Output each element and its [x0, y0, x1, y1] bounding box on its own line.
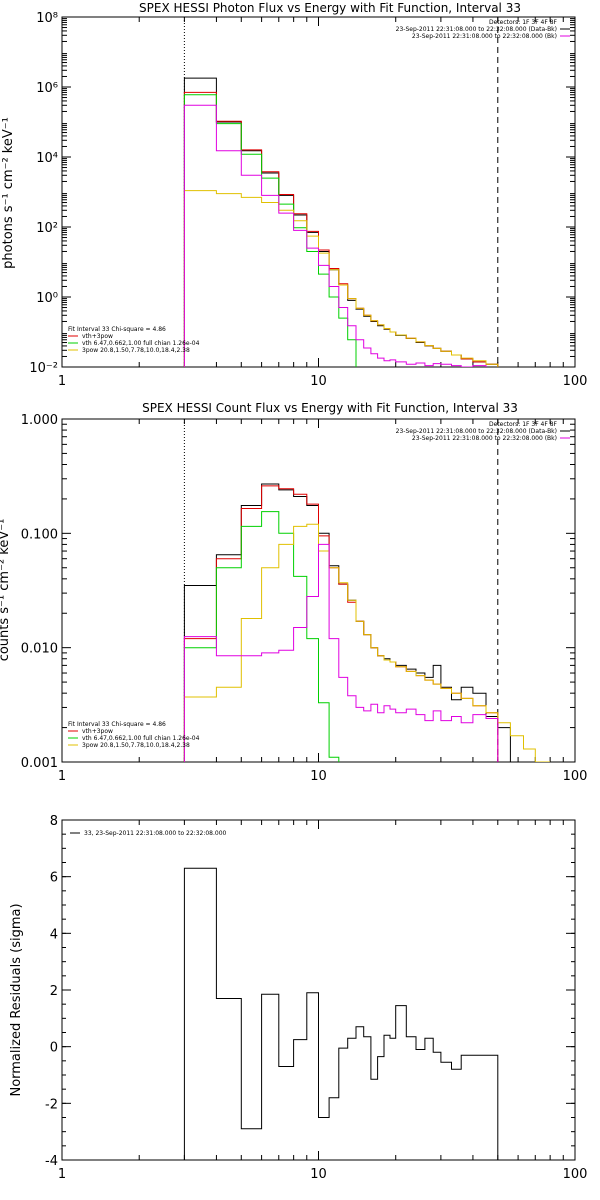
legend-top-text: Detectors: 1F 3F 4F 8F — [489, 19, 558, 26]
residuals-panel: Normalized Residuals (sigma) 1 10 100 -4 -2 0… — [9, 814, 587, 1182]
y-tick-label: -4 — [45, 1154, 58, 1169]
series-group — [183, 77, 511, 367]
y-tick-label: 0.001 — [21, 756, 58, 771]
legend-top-text: 33, 23-Sep-2011 22:31:08.000 to 22:32:08… — [84, 830, 227, 837]
legend-fit-text: 3pow 20.8,1.50,7.78,10.0,18.4,2.38 — [82, 742, 190, 749]
y-tick-label: 8 — [50, 814, 58, 829]
y-tick-label: 10⁻² — [29, 361, 58, 376]
x-tick-label: 100 — [563, 769, 588, 784]
legend-top-text: 23-Sep-2011 22:31:08.000 to 22:32:08.000… — [396, 26, 557, 33]
count-flux-plot-area: 1 10 100 0.001 0.010 0.100 1.000 Detectors: 1F … — [21, 413, 588, 784]
y-tick-label: 0.100 — [21, 527, 58, 542]
y-tick-label: 10² — [36, 221, 58, 236]
legend-top-text: 23-Sep-2011 22:31:08.000 to 22:32:08.000… — [412, 435, 557, 442]
legend-fit-text: vth+3pow — [82, 728, 113, 735]
legend-fit-header: Fit Interval 33 Chi-square = 4.86 — [68, 326, 166, 333]
x-tick-label: 100 — [563, 374, 588, 389]
legend-top-text: 23-Sep-2011 22:31:08.000 to 22:32:08.000… — [412, 33, 557, 40]
y-tick-label: 10⁴ — [36, 151, 58, 166]
x-tick-label: 1 — [58, 374, 66, 389]
x-tick-label: 10 — [310, 374, 327, 389]
x-tick-label: 100 — [563, 1167, 588, 1182]
y-tick-label: 2 — [50, 984, 58, 999]
legend-fit-header: Fit Interval 33 Chi-square = 4.86 — [68, 721, 166, 728]
y-tick-label: 10⁸ — [36, 11, 58, 26]
series-line-1 — [183, 91, 499, 367]
x-tick-label: 1 — [58, 1167, 66, 1182]
legend-fit-text: 3pow 20.8,1.50,7.78,10.0,18.4,2.38 — [82, 347, 190, 354]
y-tick-label: -2 — [45, 1097, 58, 1112]
series-line-3 — [183, 190, 499, 367]
series-line-2 — [183, 94, 357, 367]
legend-fit-text: vth 6.47,0.662,1.00 full chian 1.26e-04 — [82, 735, 200, 742]
x-tick-label: 10 — [310, 1167, 327, 1182]
series-line-0 — [183, 483, 511, 762]
y-tick-label: 6 — [50, 871, 58, 886]
y-tick-label: 0.010 — [21, 642, 58, 657]
series-line-3 — [183, 523, 551, 762]
count-flux-ylabel: counts s⁻¹ cm⁻² keV⁻¹ — [0, 519, 12, 662]
count-flux-panel: SPEX HESSI Count Flux vs Energy with Fit… — [0, 401, 588, 784]
series-group — [183, 483, 551, 762]
series-line-1 — [183, 485, 499, 762]
y-tick-label: 10⁶ — [36, 81, 58, 96]
y-tick-label: 10⁰ — [36, 291, 58, 306]
y-tick-label: 0 — [50, 1041, 58, 1056]
legend-top-text: 23-Sep-2011 22:31:08.000 to 22:32:08.000… — [396, 428, 557, 435]
photon-flux-ylabel: photons s⁻¹ cm⁻² keV⁻¹ — [1, 117, 16, 269]
legend-top-text: Detectors: 1F 3F 4F 8F — [489, 421, 558, 428]
series-line-4 — [183, 543, 499, 762]
y-tick-label: 4 — [50, 927, 58, 942]
x-tick-label: 10 — [310, 769, 327, 784]
y-tick-label: 1.000 — [21, 413, 58, 428]
residuals-plot-area: 1 10 100 -4 -2 0 2 4 6 8 33, 23-Sep-2011 22:31:08.… — [45, 814, 587, 1182]
photon-flux-title: SPEX HESSI Photon Flux vs Energy with Fi… — [139, 1, 521, 15]
photon-flux-panel: SPEX HESSI Photon Flux vs Energy with Fi… — [1, 1, 588, 389]
photon-flux-plot-area: 1 10 100 10⁻² 10⁰ 10² 10⁴ 10⁶ 10⁸ Detectors: 1F 3… — [29, 11, 588, 389]
series-line-0 — [183, 867, 499, 1160]
residuals-ylabel: Normalized Residuals (sigma) — [9, 903, 24, 1096]
x-tick-label: 1 — [58, 769, 66, 784]
series-group — [183, 867, 499, 1160]
series-line-4 — [183, 104, 487, 367]
legend-fit-text: vth 6.47,0.662,1.00 full chian 1.26e-04 — [82, 340, 200, 347]
series-line-2 — [183, 511, 340, 762]
count-flux-title: SPEX HESSI Count Flux vs Energy with Fit… — [142, 401, 518, 415]
legend-fit-text: vth+3pow — [82, 333, 113, 340]
